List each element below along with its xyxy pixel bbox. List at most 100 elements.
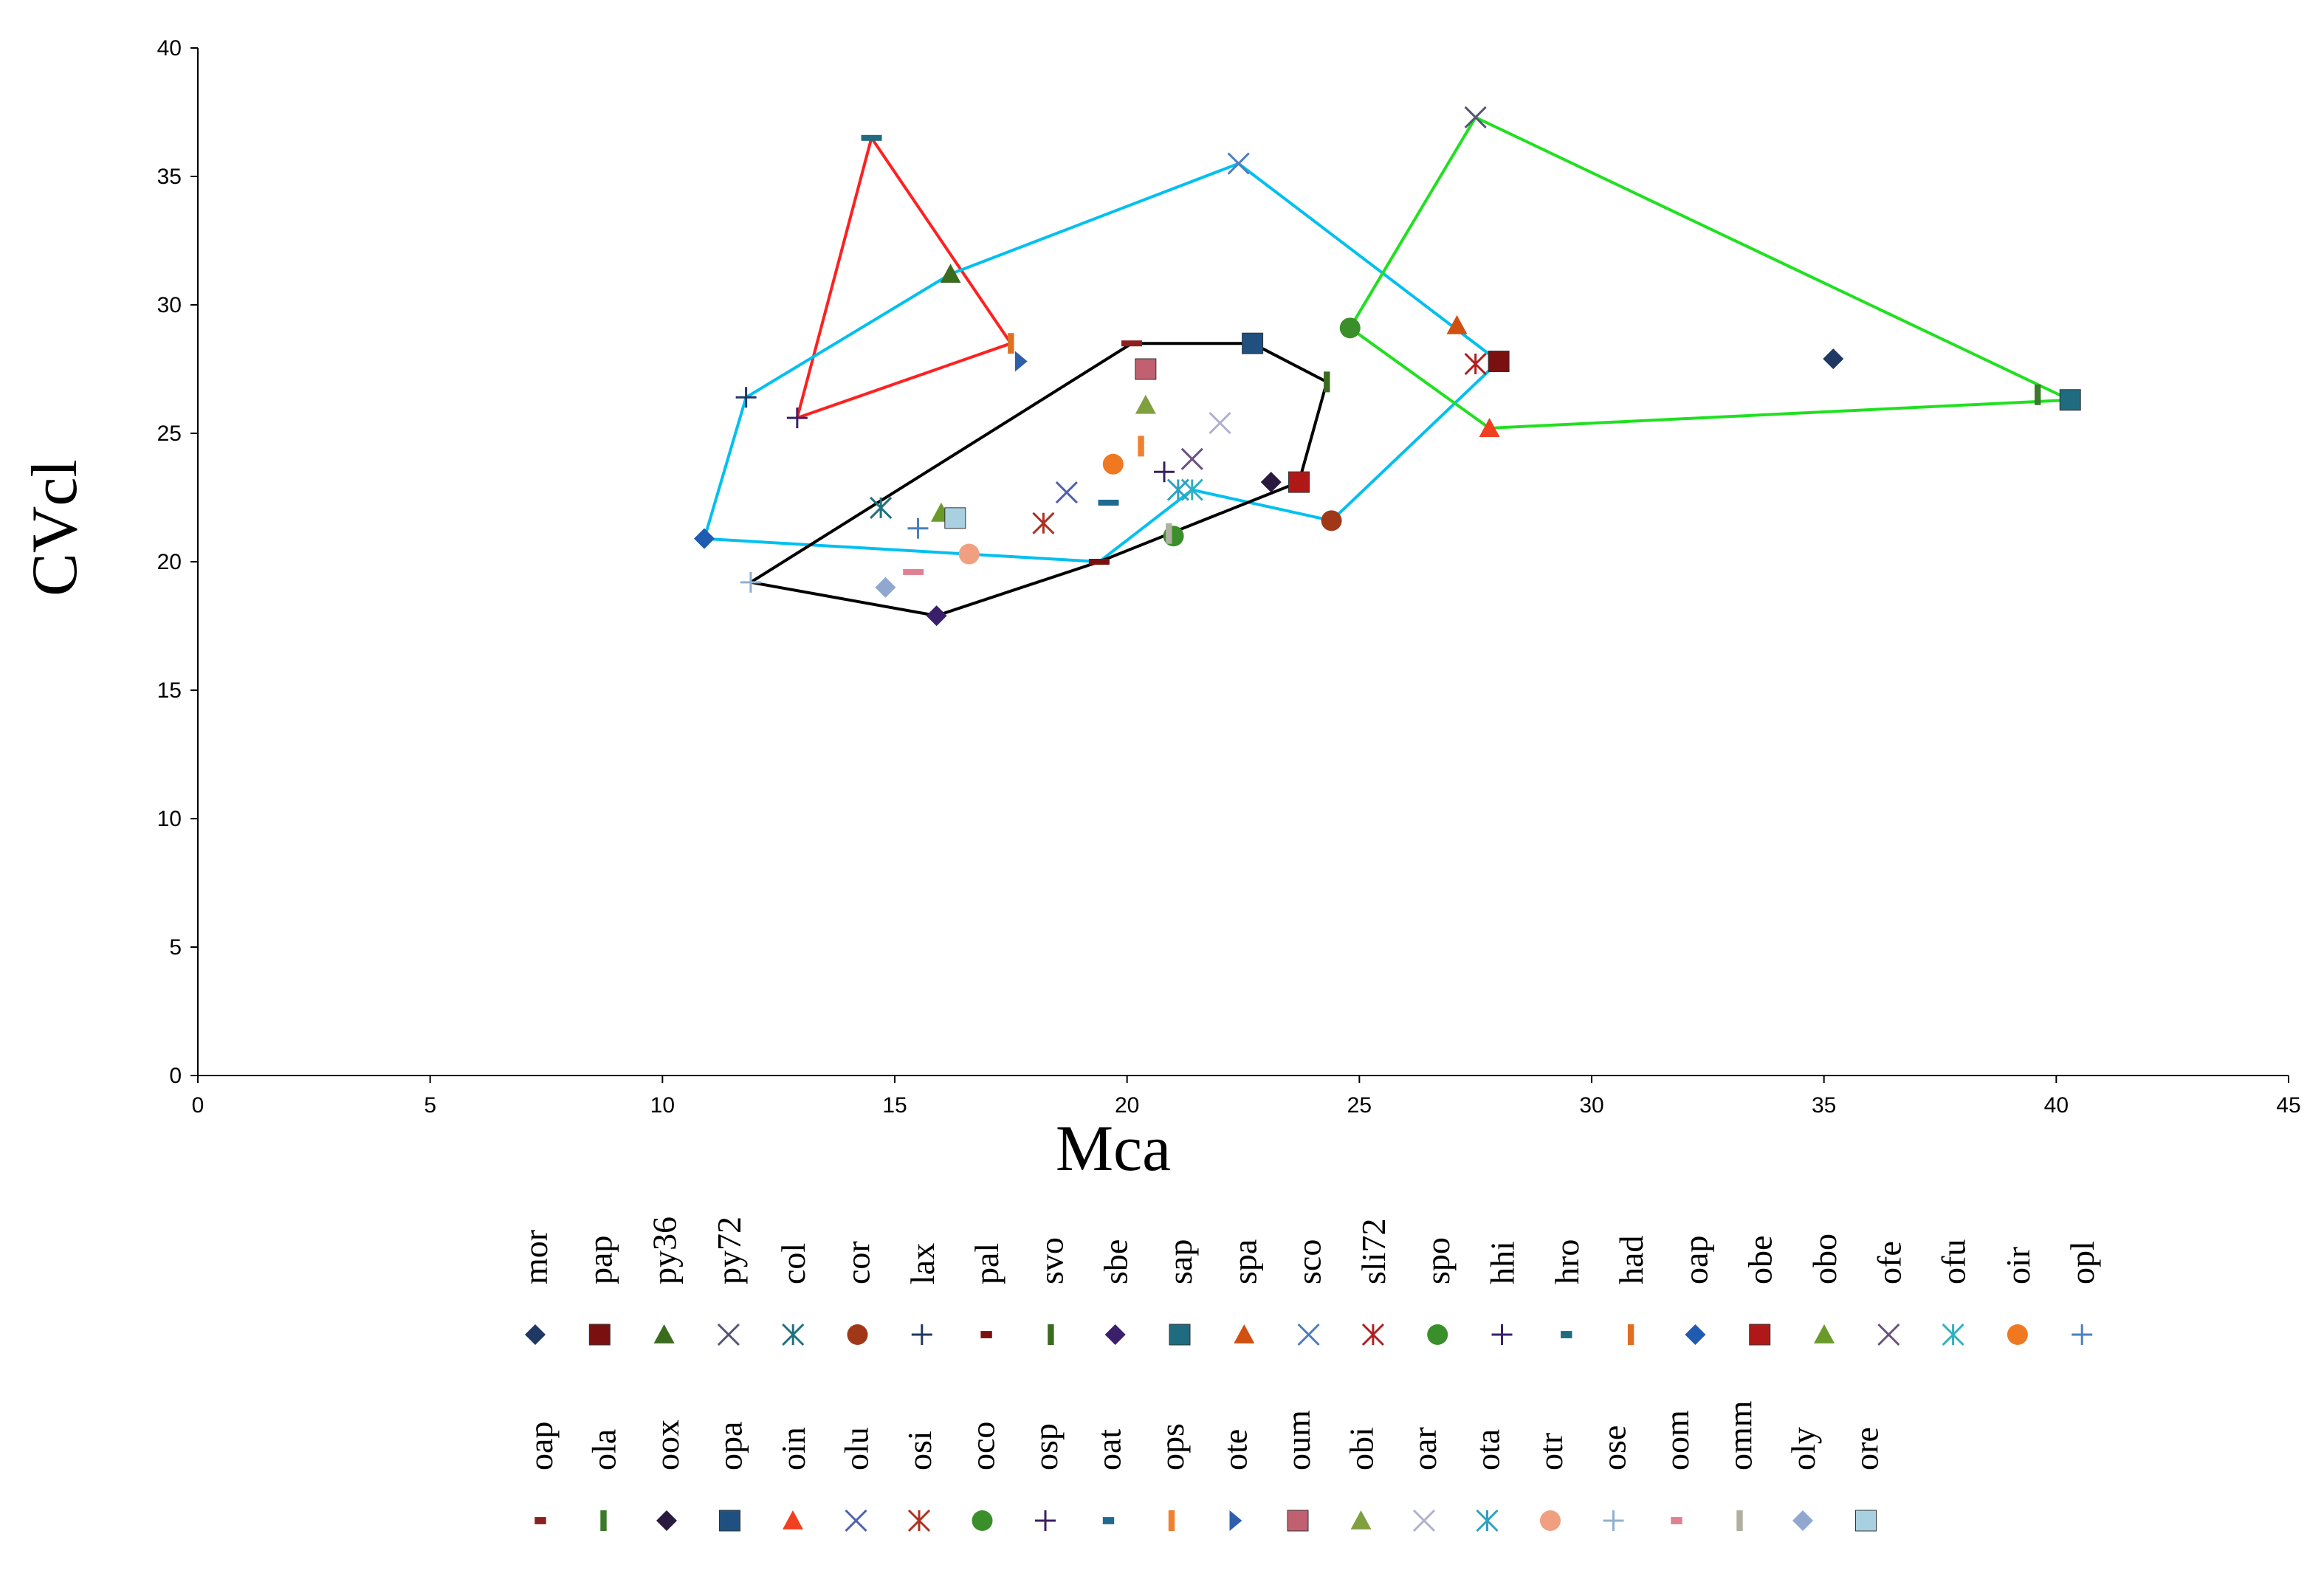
legend-marker-mor (525, 1324, 546, 1345)
legend-label: ota (1469, 1429, 1507, 1470)
legend-marker-oum (1287, 1510, 1309, 1532)
legend-item: ore (1848, 1427, 1885, 1532)
legend-item: sap (1161, 1239, 1199, 1346)
point-ofe (1180, 447, 1203, 470)
legend-item: ofu (1935, 1239, 1973, 1346)
legend-marker-pal (980, 1331, 992, 1338)
point-oir (1102, 453, 1124, 475)
legend-marker-ota (1476, 1509, 1499, 1532)
hull-green (1348, 116, 2072, 430)
legend-item: osi (901, 1431, 938, 1532)
point-oap (693, 528, 715, 549)
legend-label: oir (1999, 1247, 2037, 1284)
legend-item: ops (1153, 1423, 1191, 1531)
axes (197, 48, 2289, 1076)
legend-label: pal (968, 1243, 1005, 1284)
legend-marker-oir (2007, 1324, 2028, 1345)
legend-marker-lax (911, 1324, 932, 1345)
legend-item: spo (1419, 1237, 1457, 1345)
legend-label: ola (585, 1429, 623, 1470)
point-oat (1098, 499, 1119, 506)
point-obi (1135, 394, 1156, 414)
point-sco (1227, 152, 1250, 175)
legend-item: pap (581, 1236, 619, 1346)
legend-item: sli72 (1355, 1219, 1392, 1346)
legend-item: mor (517, 1230, 554, 1345)
y-axis-title: CVcl (19, 459, 91, 596)
legend-marker-ofu (1942, 1323, 1964, 1346)
legend-marker-hhi (1491, 1324, 1513, 1345)
legend-label: osp (1027, 1423, 1065, 1470)
legend-marker-oly (1792, 1510, 1813, 1531)
legend-label: olu (838, 1427, 876, 1470)
legend-label: py72 (710, 1217, 748, 1284)
point-ose (740, 571, 761, 593)
legend-label: oum (1279, 1410, 1317, 1470)
legend-marker-oox (656, 1510, 677, 1531)
point-oox (1260, 472, 1282, 493)
y-tick-label: 30 (157, 293, 182, 317)
point-osp (1154, 461, 1175, 483)
legend-marker-ose (1603, 1510, 1624, 1531)
point-oar (1209, 412, 1231, 435)
point-oom (903, 568, 924, 575)
legend-item: lax (904, 1243, 941, 1345)
legend-label: pap (581, 1236, 619, 1284)
legend-item: obi (1343, 1427, 1381, 1529)
point-svo (1324, 371, 1330, 393)
legend-item: opa (712, 1422, 749, 1532)
legend-item: otr (1532, 1433, 1570, 1531)
legend-label: oox (648, 1420, 686, 1470)
legend-item: oin (774, 1427, 812, 1529)
axis-ticks: 0 5 10 15 20 25 30 35 40 45 0 5 10 15 20 25 30 35 40 (157, 36, 2301, 1118)
legend-marker-obe (1749, 1324, 1771, 1346)
x-tick-label: 25 (1347, 1093, 1372, 1118)
legend-label: opa (712, 1422, 749, 1470)
legend-label: ore (1848, 1427, 1885, 1470)
point-oum (1135, 358, 1157, 380)
legend-marker-col (782, 1323, 805, 1346)
x-tick-label: 45 (2276, 1093, 2300, 1118)
point-sbe (926, 605, 947, 627)
legend-label: oat (1090, 1429, 1128, 1470)
legend-item: oox (648, 1420, 686, 1531)
legend-item: svo (1032, 1237, 1070, 1345)
legend-marker-opl (2072, 1324, 2093, 1345)
legend-marker-osp (1035, 1510, 1056, 1531)
legend-marker-py36 (653, 1324, 675, 1343)
legend-label: ops (1153, 1423, 1191, 1470)
legend-item: ota (1469, 1429, 1507, 1532)
legend: mor pap py36 py72 col cor lax pal svo sbe sap spa sc… (517, 1217, 2101, 1532)
x-tick-label: 15 (882, 1093, 907, 1118)
legend-marker-ofe (1877, 1323, 1900, 1346)
legend-label: ose (1595, 1425, 1633, 1470)
hull-red (795, 136, 1013, 420)
legend-item: ofe (1870, 1241, 1908, 1346)
point-lax (735, 387, 757, 408)
point-cor (1321, 510, 1342, 531)
point-omm (1166, 523, 1172, 544)
legend-item: opl (2063, 1241, 2101, 1345)
legend-marker-sap (1169, 1324, 1191, 1346)
point-pap (1488, 351, 1510, 373)
point-opl (907, 517, 929, 539)
legend-label: oar (1406, 1427, 1443, 1470)
legend-item: ola (585, 1429, 623, 1531)
legend-marker-svo (1048, 1324, 1054, 1345)
point-ore (944, 507, 966, 529)
legend-label: sco (1290, 1239, 1328, 1284)
legend-marker-oar (1412, 1509, 1436, 1532)
legend-item: sco (1290, 1239, 1328, 1346)
point-osi (1032, 512, 1055, 534)
legend-item: oap (522, 1422, 560, 1524)
legend-label: oly (1784, 1427, 1822, 1470)
point-ote (1014, 351, 1028, 372)
y-tick-label: 15 (157, 678, 182, 703)
legend-item: py36 (646, 1217, 684, 1343)
legend-item: pal (968, 1243, 1005, 1338)
legend-marker-hro (1561, 1331, 1572, 1338)
point-oin (1479, 418, 1500, 437)
legend-marker-omm (1736, 1510, 1743, 1531)
legend-label: obo (1806, 1233, 1843, 1284)
